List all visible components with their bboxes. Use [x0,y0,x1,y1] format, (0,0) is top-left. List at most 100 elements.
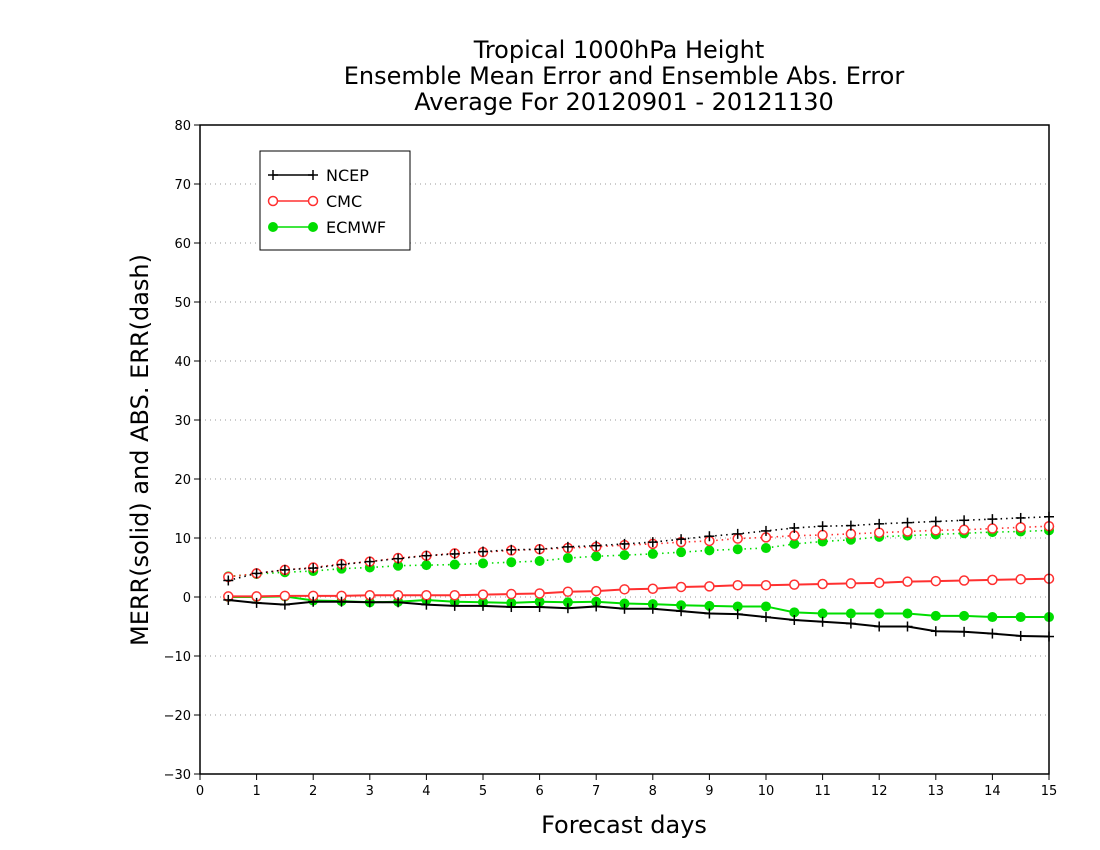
ecmwf-data-point [987,612,998,623]
ecmwf-data-point [421,560,432,571]
cmc-data-point [958,575,970,586]
x-tick-label: 9 [705,784,713,799]
x-tick-label: 0 [196,784,204,799]
ncep-abs-error-points [223,511,1054,586]
legend-item-ncep: NCEP [268,166,369,185]
x-axis-label: Forecast days [541,811,707,839]
legend-label-ecmwf: ECMWF [326,218,386,237]
y-tick-label: 40 [174,355,191,370]
cmc-data-point [704,581,715,592]
ecmwf-data-point [478,558,488,569]
x-tick-label: 12 [871,784,888,799]
cmc-data-point [845,528,857,540]
ecmwf-abs-error-line [228,529,1050,578]
cmc-data-point [902,526,913,537]
cmc-data-point [1015,522,1026,533]
y-axis-label: MERR(solid) and ABS. ERR(dash) [126,254,154,646]
ncep-data-point [874,518,885,529]
cmc-data-point [1015,574,1026,585]
y-tick-label: −10 [164,650,191,665]
cmc-data-point [817,578,828,590]
ncep-data-point [789,522,800,533]
ncep-data-point [1015,512,1026,523]
ncep-abs-error-line [228,515,1050,582]
ncep-data-point [902,517,913,528]
ecmwf-data-point [562,553,573,564]
ncep-data-point [676,534,687,545]
ncep-data-point [223,594,234,605]
ncep-data-point [336,559,347,570]
ncep-data-point [845,618,856,629]
y-tick-label: 10 [174,532,191,547]
series-cmc [223,520,1055,602]
ecmwf-data-point [449,559,460,570]
ecmwf-abs-error-points [223,525,1054,582]
legend-marker-right [307,195,319,207]
ecmwf-data-point [534,556,545,567]
cmc-data-point [279,590,291,602]
cmc-data-point [958,524,970,535]
cmc-data-point [675,581,687,593]
ncep-data-point [619,538,630,549]
ecmwf-data-point [1015,612,1026,623]
ncep-data-point [421,599,432,610]
cmc-abs-error-line [228,525,1050,578]
ecmwf-data-point [930,610,941,621]
ecmwf-mean-error-line [228,595,1049,619]
ncep-data-point [845,520,856,531]
ecmwf-data-point [704,545,715,556]
cmc-data-point [619,584,630,595]
ncep-data-point [534,602,545,613]
ncep-mean-error-line [228,598,1050,638]
ncep-mean-error-points [223,594,1054,642]
ncep-data-point [1015,630,1026,641]
ncep-data-point [591,601,602,612]
x-tick-label: 1 [252,784,260,799]
ncep-data-point [449,600,460,611]
title-line-1: Tropical 1000hPa Height [473,36,765,64]
cmc-abs-error-points [223,520,1055,583]
ecmwf-data-point [506,557,517,568]
cmc-data-point [534,588,545,599]
ecmwf-data-point [902,608,913,619]
ncep-data-point [393,553,404,564]
ecmwf-data-point [647,548,658,559]
ncep-data-point [987,514,998,525]
legend-label-cmc: CMC [326,192,362,211]
y-tick-label: −30 [164,768,191,783]
ecmwf-data-point [619,550,630,561]
chart-title: Tropical 1000hPa Height Ensemble Mean Er… [344,36,905,116]
y-tick-label: 50 [174,296,191,311]
ncep-data-point [930,626,941,637]
cmc-data-point [902,576,913,587]
legend: NCEP CMC ECMWF [259,150,411,251]
ncep-data-point [478,546,488,557]
ncep-data-point [874,621,885,632]
legend-label-ncep: NCEP [326,166,369,185]
x-tick-label: 5 [479,784,487,799]
ncep-data-point [761,612,771,623]
ecmwf-data-point [732,544,743,555]
ncep-data-point [279,564,290,575]
cmc-data-point [506,588,517,600]
ncep-data-point [902,621,913,632]
legend-marker-right [308,170,318,180]
x-tick-label: 8 [649,784,657,799]
cmc-data-point [760,579,772,591]
ncep-data-point [562,541,573,552]
ncep-data-point [223,575,234,586]
legend-marker-left [268,222,278,232]
ncep-data-point [251,597,262,608]
x-tick-label: 11 [814,784,831,799]
legend-marker-left [267,195,279,207]
title-line-2: Ensemble Mean Error and Ensemble Abs. Er… [344,62,905,90]
cmc-data-point [987,523,998,534]
cmc-data-point [873,577,885,589]
cmc-data-point [421,589,432,601]
ncep-data-point [930,516,941,527]
x-tick-label: 14 [984,784,1001,799]
x-tick-label: 2 [309,784,317,799]
cmc-data-point [845,578,857,589]
ncep-data-point [704,531,715,542]
ecmwf-data-point [959,610,970,621]
